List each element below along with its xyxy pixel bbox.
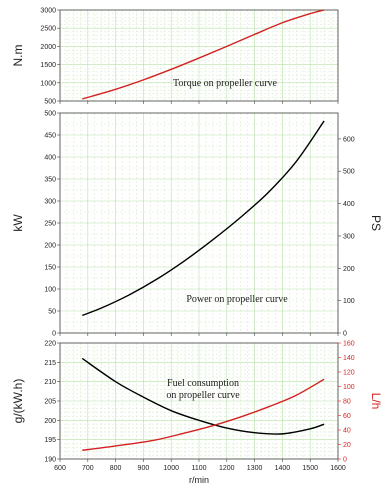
y2-tick-label: 100 <box>343 298 355 305</box>
x-tick-label: 1600 <box>330 465 346 472</box>
grid <box>59 342 339 460</box>
y-tick-label: 500 <box>44 99 56 106</box>
series-line-1 <box>82 9 325 100</box>
series-line-2 <box>82 378 325 451</box>
y2-tick-label: 0 <box>343 331 347 338</box>
y-tick-label: 3000 <box>40 8 56 15</box>
y-axis-title: N.m <box>11 45 25 67</box>
x-tick-label: 1400 <box>275 465 291 472</box>
y2-tick-label: 160 <box>343 341 355 348</box>
y2-tick-label: 120 <box>343 370 355 377</box>
y2-tick-label: 100 <box>343 384 355 391</box>
x-tick-label: 1500 <box>302 465 318 472</box>
y2-tick-label: 200 <box>343 266 355 273</box>
series-line-1 <box>81 120 325 317</box>
x-tick-label: 1000 <box>163 465 179 472</box>
y2-tick-label: 60 <box>343 413 351 420</box>
y-axis-title: g/(kW.h) <box>11 379 25 424</box>
y-tick-label: 150 <box>44 265 56 272</box>
y-tick-label: 350 <box>44 177 56 184</box>
y2-axis-title: PS <box>369 215 383 231</box>
y-tick-label: 50 <box>48 309 56 316</box>
x-tick-label: 600 <box>54 465 66 472</box>
chart-panel-3: 190 195 200 205 210 215 220 0 20 40 60 80 100 120 140 1… <box>11 341 383 486</box>
y-axis-title: kW <box>11 214 25 232</box>
y2-tick-label: 140 <box>343 355 355 362</box>
y-tick-label: 500 <box>44 111 56 118</box>
y-tick-label: 190 <box>44 457 56 464</box>
y-tick-label: 195 <box>44 437 56 444</box>
y-tick-label: 0 <box>52 331 56 338</box>
y-tick-label: 2500 <box>40 26 56 33</box>
y2-tick-label: 0 <box>343 457 347 464</box>
chart-annotation: Power on propeller curve <box>186 294 288 305</box>
x-tick-label: 900 <box>138 465 150 472</box>
x-tick-label: 1300 <box>247 465 263 472</box>
y-tick-label: 2000 <box>40 44 56 51</box>
y2-tick-label: 20 <box>343 442 351 449</box>
x-tick-label: 1100 <box>191 465 206 472</box>
y2-tick-label: 600 <box>343 136 355 143</box>
y-tick-label: 215 <box>44 360 56 367</box>
y-tick-label: 200 <box>44 418 56 425</box>
chart-annotation: on propeller curve <box>166 390 240 401</box>
y2-tick-label: 500 <box>343 169 355 176</box>
y-tick-label: 400 <box>44 155 56 162</box>
chart-annotation: Torque on propeller curve <box>173 78 278 89</box>
x-tick-label: 800 <box>110 465 122 472</box>
y-tick-label: 210 <box>44 379 56 386</box>
y-tick-label: 300 <box>44 199 56 206</box>
chart-panel-2: 0 50 100 150 200 250 300 350 400 450 500 0 100 200 300… <box>11 111 383 338</box>
y2-tick-label: 80 <box>343 399 351 406</box>
series-line-1 <box>81 357 325 435</box>
y2-axis-title: L/h <box>369 393 383 410</box>
y2-tick-label: 40 <box>343 428 351 435</box>
y2-tick-label: 400 <box>343 201 355 208</box>
y-tick-label: 205 <box>44 399 56 406</box>
chart-annotation: Fuel consumption <box>167 378 239 389</box>
x-tick-label: 700 <box>82 465 94 472</box>
y-tick-label: 250 <box>44 221 56 228</box>
x-axis-title: r/min <box>189 475 209 485</box>
y-tick-label: 100 <box>44 287 56 294</box>
y-tick-label: 1500 <box>40 62 56 69</box>
y-tick-label: 1000 <box>40 80 56 87</box>
chart-panel-1: 500 1000 1500 2000 2500 3000 N.m Torque on prop… <box>11 8 339 106</box>
y2-tick-label: 300 <box>343 233 355 240</box>
y-tick-label: 450 <box>44 133 56 140</box>
y-tick-label: 200 <box>44 243 56 250</box>
x-tick-label: 1200 <box>219 465 235 472</box>
y-tick-label: 220 <box>44 341 56 348</box>
